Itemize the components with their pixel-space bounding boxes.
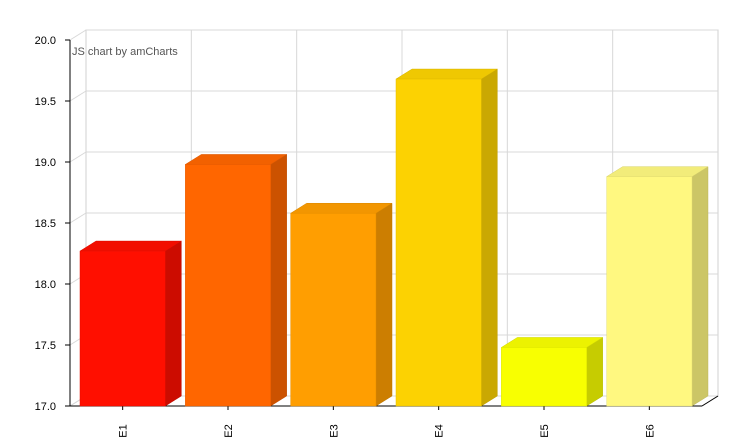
y-tick-label: 17.0 — [35, 401, 56, 413]
bar-side-face — [586, 336, 603, 407]
bar-top-face — [289, 202, 393, 214]
chart-axes — [65, 39, 719, 410]
x-tick-label: E1 — [118, 424, 130, 437]
grid-line-diagonal — [69, 29, 87, 41]
y-tick-label: 18.5 — [35, 218, 56, 230]
bar-front-face — [606, 176, 693, 407]
y-tick-label: 18.0 — [35, 279, 56, 291]
bar-front-face — [501, 347, 587, 407]
bar-side-face — [165, 240, 182, 407]
y-tick-label: 19.0 — [35, 157, 56, 169]
x-tick-label: E6 — [644, 424, 656, 437]
grid-line-diagonal — [69, 151, 87, 163]
bar-top-face — [605, 166, 709, 177]
bar-E2 — [184, 153, 288, 407]
bar-side-face — [375, 202, 393, 407]
grid-line-diagonal — [69, 212, 87, 224]
y-axis-tick-labels: 17.0 17.5 18.0 18.5 19.0 19.5 20.0 — [35, 35, 56, 413]
y-tick-label: 20.0 — [35, 35, 56, 47]
x-tick-label: E4 — [434, 424, 446, 437]
bar-side-face — [270, 153, 287, 407]
x-tick-label: E3 — [328, 424, 340, 437]
x-tick-label: E2 — [223, 424, 235, 437]
x-axis-depth-line — [701, 395, 719, 407]
x-tick-label: E5 — [539, 424, 551, 437]
bar-series — [79, 68, 709, 407]
y-tick-label: 17.5 — [35, 340, 56, 352]
bar-front-face — [79, 250, 166, 407]
bar-top-face — [395, 68, 499, 80]
bar-E4 — [395, 68, 499, 407]
bar-side-face — [691, 166, 709, 407]
chart-credit-label[interactable]: JS chart by amCharts — [72, 46, 178, 58]
bar-top-face — [500, 337, 604, 348]
bar-front-face — [290, 212, 377, 407]
bar-E5 — [500, 336, 604, 407]
bar-side-face — [481, 68, 498, 407]
bar-front-face — [395, 78, 482, 407]
bar-top-face — [79, 240, 183, 252]
bar-top-face — [184, 154, 288, 165]
bar-E1 — [79, 240, 183, 407]
bar-E3 — [289, 202, 393, 407]
y-tick-label: 19.5 — [35, 96, 56, 108]
x-axis-tick-labels: E1 E2 E3 E4 E5 E6 — [118, 424, 657, 437]
grid-line-diagonal — [69, 90, 87, 102]
bar-front-face — [185, 164, 271, 407]
bar-E6 — [605, 166, 709, 407]
